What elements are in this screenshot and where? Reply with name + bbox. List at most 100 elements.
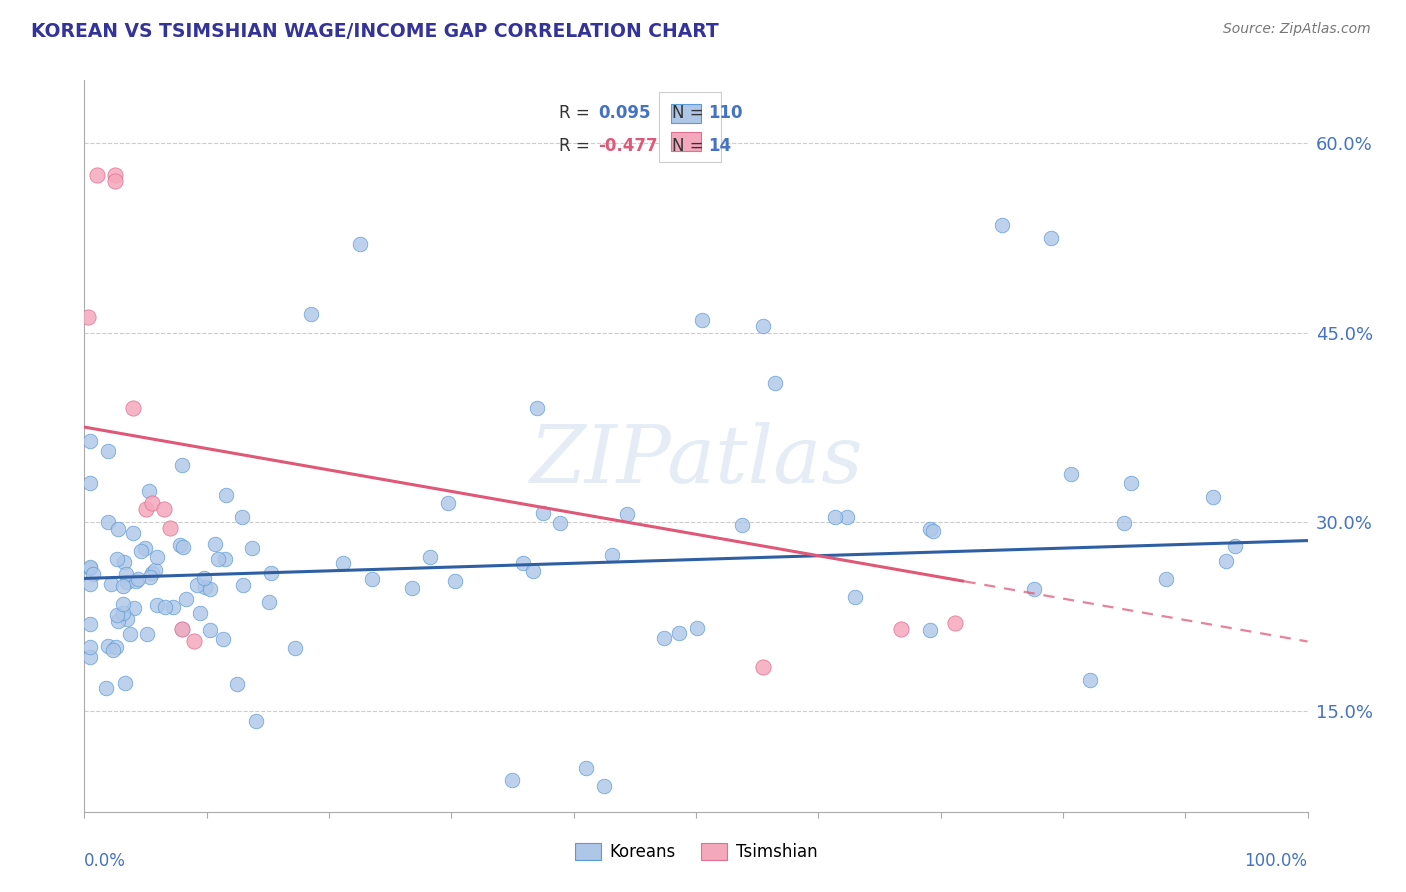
Point bbox=[115, 566, 138, 581]
Point bbox=[686, 621, 709, 635]
Text: N =: N = bbox=[672, 137, 703, 155]
Point bbox=[225, 676, 247, 690]
Point bbox=[240, 541, 263, 556]
Point bbox=[79, 616, 101, 631]
Point bbox=[257, 595, 280, 609]
Point bbox=[82, 567, 104, 582]
Point bbox=[105, 551, 128, 566]
Point bbox=[114, 676, 136, 690]
Point bbox=[1225, 539, 1247, 553]
Point bbox=[135, 502, 157, 516]
Point bbox=[349, 237, 371, 252]
Text: ZIPatlas: ZIPatlas bbox=[529, 422, 863, 500]
Point bbox=[79, 640, 101, 655]
Point bbox=[94, 681, 117, 695]
Point bbox=[97, 444, 120, 458]
Text: 110: 110 bbox=[709, 104, 742, 122]
Point bbox=[115, 611, 138, 625]
Point bbox=[118, 627, 141, 641]
Point bbox=[153, 502, 176, 516]
Point bbox=[212, 632, 235, 646]
Point bbox=[668, 626, 690, 640]
Point bbox=[172, 540, 194, 554]
Point bbox=[752, 319, 775, 334]
Point bbox=[299, 307, 322, 321]
Point bbox=[79, 560, 101, 574]
Point bbox=[204, 537, 226, 551]
Point bbox=[502, 773, 524, 788]
Point bbox=[1119, 476, 1142, 491]
Point bbox=[129, 543, 152, 558]
Point bbox=[141, 496, 163, 510]
Point bbox=[122, 401, 145, 416]
Point bbox=[526, 401, 548, 416]
Point bbox=[77, 310, 100, 325]
Text: 0.095: 0.095 bbox=[598, 104, 651, 122]
Point bbox=[991, 219, 1014, 233]
Point bbox=[103, 643, 125, 657]
Point bbox=[135, 626, 157, 640]
Point bbox=[765, 376, 787, 390]
Point bbox=[921, 524, 943, 539]
Point bbox=[174, 591, 197, 606]
Point bbox=[231, 510, 253, 524]
Point bbox=[125, 574, 148, 588]
Point bbox=[401, 582, 423, 596]
Point bbox=[837, 510, 859, 524]
Point bbox=[104, 168, 127, 182]
Point bbox=[134, 541, 156, 556]
Point bbox=[105, 640, 128, 655]
Point bbox=[690, 313, 713, 327]
Point bbox=[193, 571, 215, 585]
Point bbox=[79, 560, 101, 574]
Point bbox=[1156, 572, 1178, 586]
Point bbox=[214, 487, 236, 501]
Point bbox=[96, 639, 118, 653]
Point bbox=[97, 515, 120, 529]
Point bbox=[79, 476, 101, 491]
Point bbox=[105, 608, 128, 623]
Point bbox=[79, 577, 101, 591]
Point bbox=[918, 623, 941, 637]
Text: Source: ZipAtlas.com: Source: ZipAtlas.com bbox=[1223, 22, 1371, 37]
Point bbox=[138, 570, 160, 584]
Point bbox=[548, 516, 571, 530]
Point bbox=[444, 574, 467, 588]
Point bbox=[193, 580, 215, 594]
Point bbox=[437, 496, 460, 510]
Point bbox=[100, 577, 122, 591]
Text: 14: 14 bbox=[709, 137, 731, 155]
Point bbox=[260, 566, 283, 581]
Point bbox=[332, 556, 354, 570]
Point bbox=[531, 506, 554, 520]
Point bbox=[1215, 554, 1237, 568]
Point bbox=[159, 521, 181, 535]
Point bbox=[1039, 231, 1062, 245]
Point bbox=[111, 597, 134, 611]
Point bbox=[1059, 467, 1081, 481]
Point bbox=[112, 555, 135, 569]
Point bbox=[104, 174, 127, 188]
Point bbox=[107, 614, 129, 628]
Text: 100.0%: 100.0% bbox=[1244, 852, 1308, 870]
Text: N =: N = bbox=[672, 104, 703, 122]
Point bbox=[1202, 490, 1225, 504]
Point bbox=[122, 525, 145, 540]
Text: KOREAN VS TSIMSHIAN WAGE/INCOME GAP CORRELATION CHART: KOREAN VS TSIMSHIAN WAGE/INCOME GAP CORR… bbox=[31, 22, 718, 41]
Point bbox=[522, 564, 544, 578]
Point bbox=[245, 714, 267, 728]
Point bbox=[162, 599, 184, 614]
Point bbox=[127, 572, 149, 586]
Point bbox=[117, 574, 139, 589]
Point bbox=[600, 549, 623, 563]
Point bbox=[86, 168, 108, 182]
Point bbox=[575, 761, 598, 775]
Point bbox=[111, 579, 134, 593]
Point bbox=[232, 578, 254, 592]
Point bbox=[512, 556, 534, 570]
Point bbox=[138, 484, 160, 499]
Point bbox=[79, 434, 101, 449]
Point bbox=[183, 634, 205, 648]
Point bbox=[79, 649, 101, 664]
Text: -0.477: -0.477 bbox=[598, 137, 658, 155]
